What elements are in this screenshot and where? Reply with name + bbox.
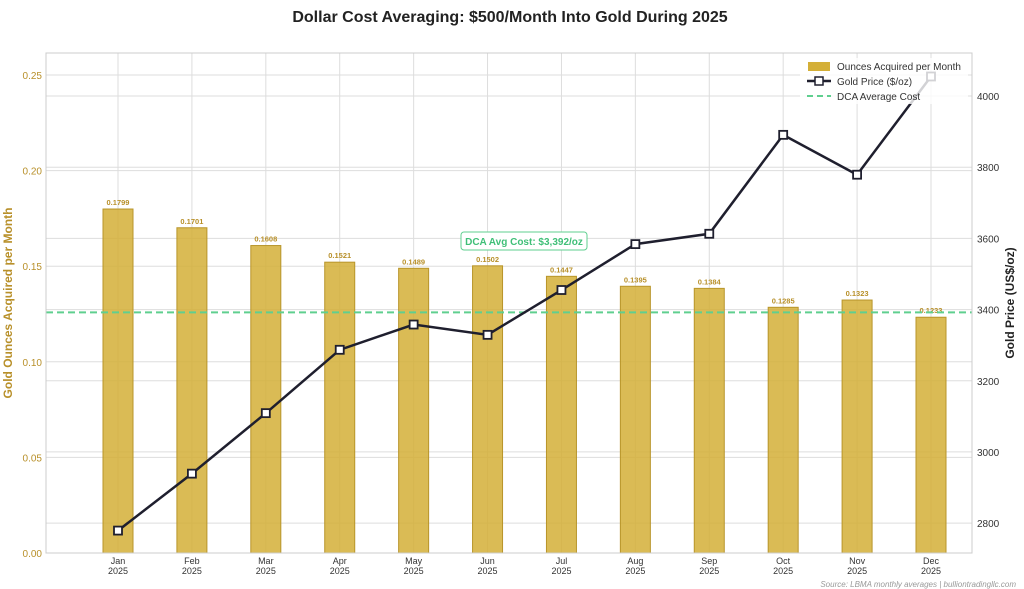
y-tick-right: 3400: [977, 306, 1000, 317]
legend-label-line: Gold Price ($/oz): [837, 77, 912, 88]
bar: [324, 261, 356, 554]
gold-price-marker: [852, 169, 862, 180]
legend-label-dca: DCA Average Cost: [837, 92, 920, 103]
bar-value-label: 0.1447: [550, 265, 573, 274]
x-tick-label: 2025: [773, 566, 793, 576]
bar: [398, 267, 430, 554]
y-tick-right: 3000: [977, 448, 1000, 459]
x-tick-label: Jul: [556, 556, 568, 566]
legend-marker-line: [814, 76, 824, 86]
y-axis-left-label: Gold Ounces Acquired per Month: [1, 208, 15, 399]
x-tick-label: 2025: [699, 566, 719, 576]
bar-value-label: 0.1395: [624, 275, 647, 284]
bar-value-label: 0.1502: [476, 255, 499, 264]
legend-label-bars: Ounces Acquired per Month: [837, 62, 961, 73]
bar-value-label: 0.1384: [698, 277, 722, 286]
x-tick-label: Sep: [701, 556, 717, 566]
gold-price-marker: [482, 329, 493, 340]
bar-value-label: 0.1323: [846, 289, 869, 298]
x-tick-label: 2025: [182, 566, 202, 576]
x-tick-label: 2025: [256, 566, 276, 576]
y-tick-left: 0.10: [23, 358, 43, 369]
y-tick-left: 0.15: [23, 262, 43, 273]
y-tick-right: 3600: [977, 234, 1000, 245]
y-tick-left: 0.00: [23, 549, 43, 560]
x-tick-label: 2025: [330, 566, 350, 576]
x-tick-label: 2025: [108, 566, 128, 576]
y-tick-right: 3800: [977, 163, 1000, 174]
bar: [693, 287, 725, 554]
x-tick-label: Aug: [627, 556, 643, 566]
dca-annotation: DCA Avg Cost: $3,392/oz: [460, 231, 588, 251]
dca-annotation-text: DCA Avg Cost: $3,392/oz: [465, 237, 583, 248]
chart-title: Dollar Cost Averaging: $500/Month Into G…: [292, 9, 727, 26]
y-axis-right-label: Gold Price (US$/oz): [1003, 247, 1017, 358]
y-tick-right: 2800: [977, 519, 1000, 530]
x-tick-label: 2025: [478, 566, 498, 576]
gold-price-marker: [260, 408, 271, 419]
x-tick-label: Jun: [480, 556, 495, 566]
gold-price-marker: [334, 344, 345, 355]
x-tick-label: Nov: [849, 556, 866, 566]
bar-value-label: 0.1285: [772, 296, 795, 305]
x-tick-label: 2025: [551, 566, 571, 576]
y-tick-right: 3200: [977, 377, 1000, 388]
gold-price-marker: [704, 228, 715, 239]
bar: [841, 299, 873, 554]
legend-swatch-bars: [808, 62, 830, 71]
bar: [767, 306, 799, 554]
x-tick-label: Dec: [923, 556, 940, 566]
bar-value-label: 0.1799: [107, 198, 130, 207]
bar: [472, 265, 504, 554]
gold-price-line: [117, 75, 932, 532]
gold-price-marker: [187, 468, 197, 479]
x-tick-label: 2025: [404, 566, 424, 576]
x-tick-label: Oct: [776, 556, 791, 566]
x-tick-label: 2025: [625, 566, 645, 576]
gold-price-marker: [113, 525, 123, 536]
y-tick-left: 0.20: [23, 167, 43, 178]
bar-value-label: 0.1521: [328, 251, 351, 260]
bar: [250, 245, 282, 554]
x-tick-label: Feb: [184, 556, 200, 566]
y-tick-left: 0.25: [23, 71, 43, 82]
gold-price-marker: [408, 319, 419, 330]
x-tick-label: 2025: [847, 566, 867, 576]
x-tick-label: Mar: [258, 556, 274, 566]
x-tick-label: Apr: [333, 556, 347, 566]
legend: Ounces Acquired per Month Gold Price ($/…: [800, 58, 968, 104]
bar-value-label: 0.1233: [920, 306, 943, 315]
y-tick-right: 4000: [977, 92, 1000, 103]
bar: [915, 316, 947, 554]
x-tick-label: Jan: [111, 556, 126, 566]
plot-frame: [45, 52, 973, 554]
gold-price-marker: [630, 239, 641, 250]
x-tick-label: 2025: [921, 566, 941, 576]
bar-value-label: 0.1608: [254, 235, 277, 244]
y-tick-left: 0.05: [23, 453, 43, 464]
bar: [545, 275, 577, 554]
bar: [619, 285, 651, 554]
bar: [176, 227, 208, 554]
bar: [102, 208, 134, 554]
gold-price-marker: [778, 129, 789, 140]
x-tick-label: May: [405, 556, 423, 566]
gold-price-marker: [556, 285, 567, 295]
source-note: Source: LBMA monthly averages | bulliont…: [820, 580, 1016, 589]
bar-value-label: 0.1701: [180, 217, 203, 226]
bar-value-label: 0.1489: [402, 257, 425, 266]
